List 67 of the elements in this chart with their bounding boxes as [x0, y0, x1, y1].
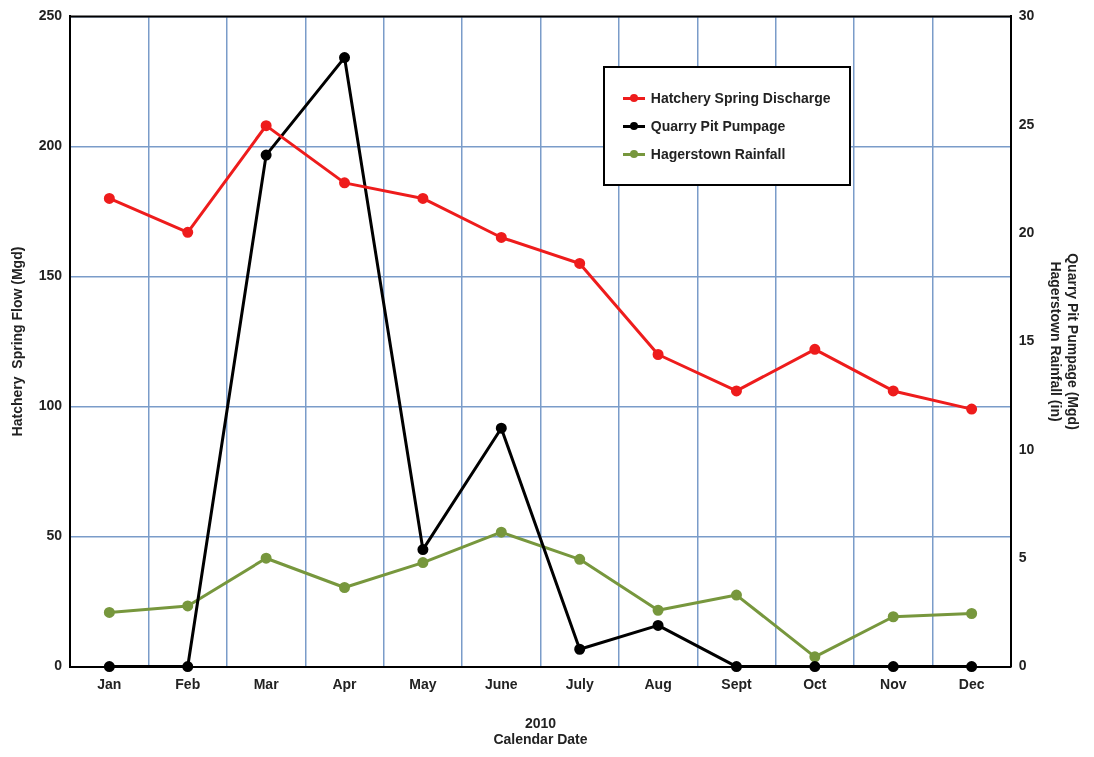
- x-tick-label: Dec: [958, 675, 985, 692]
- x-tick-label: Sept: [721, 675, 752, 692]
- x-tick-label: Nov: [880, 675, 907, 692]
- point: [887, 661, 899, 673]
- x-tick-label: June: [484, 675, 518, 692]
- point: [495, 422, 507, 434]
- y2-tick-label: 30: [1018, 7, 1035, 24]
- x-tick-label: Oct: [803, 675, 827, 692]
- y-tick-label: 250: [38, 7, 63, 24]
- y-tick-label: 0: [54, 657, 63, 674]
- point: [260, 120, 272, 132]
- legend-label: Hagerstown Rainfall: [650, 146, 786, 163]
- x-tick-label: May: [409, 675, 437, 692]
- y2-tick-label: 15: [1018, 332, 1035, 349]
- x-tick-label: July: [565, 675, 594, 692]
- legend-label: Hatchery Spring Discharge: [650, 90, 831, 107]
- point: [495, 231, 507, 243]
- point: [966, 661, 978, 673]
- point: [574, 553, 586, 565]
- x-axis-title: 2010 Calendar Date: [493, 714, 588, 748]
- point: [103, 661, 115, 673]
- point: [730, 589, 742, 601]
- point: [339, 581, 351, 593]
- point: [182, 226, 194, 238]
- point: [574, 257, 586, 269]
- point: [809, 343, 821, 355]
- y-tick-label: 50: [46, 527, 63, 544]
- point: [103, 606, 115, 618]
- x-tick-label: Apr: [332, 675, 358, 692]
- point: [966, 403, 978, 415]
- point: [339, 177, 351, 189]
- y2-tick-label: 10: [1018, 440, 1035, 457]
- point: [809, 651, 821, 663]
- y2-axis-title: Quarry Pit Pumpage (Mgd) Hagerstown Rainfall (in): [1047, 253, 1081, 430]
- y2-tick-label: 0: [1018, 657, 1027, 674]
- point: [103, 192, 115, 204]
- point: [417, 557, 429, 569]
- y-tick-label: 200: [38, 137, 63, 154]
- point: [260, 552, 272, 564]
- y-axis-title: Hatchery Spring Flow (Mgd): [9, 246, 26, 437]
- point: [339, 52, 351, 64]
- point: [574, 643, 586, 655]
- point: [417, 192, 429, 204]
- point: [809, 661, 821, 673]
- point: [417, 544, 429, 556]
- y2-tick-label: 25: [1018, 115, 1035, 132]
- legend-label: Quarry Pit Pumpage: [650, 118, 786, 135]
- y-tick-label: 100: [38, 397, 63, 414]
- x-tick-label: Jan: [97, 675, 122, 692]
- point: [652, 349, 664, 360]
- x-tick-label: Mar: [253, 675, 280, 692]
- point: [966, 608, 978, 619]
- y2-tick-label: 5: [1018, 549, 1027, 566]
- y-tick-label: 150: [38, 267, 63, 284]
- point: [260, 149, 272, 161]
- point: [887, 385, 899, 397]
- point: [652, 604, 664, 616]
- y2-tick-label: 20: [1018, 223, 1035, 240]
- x-tick-label: Feb: [175, 675, 201, 692]
- point: [652, 619, 664, 631]
- point: [887, 611, 899, 623]
- x-tick-label: Aug: [644, 675, 672, 692]
- point: [182, 661, 194, 673]
- point: [730, 661, 742, 673]
- point: [730, 385, 742, 397]
- point: [495, 526, 507, 538]
- point: [182, 600, 194, 612]
